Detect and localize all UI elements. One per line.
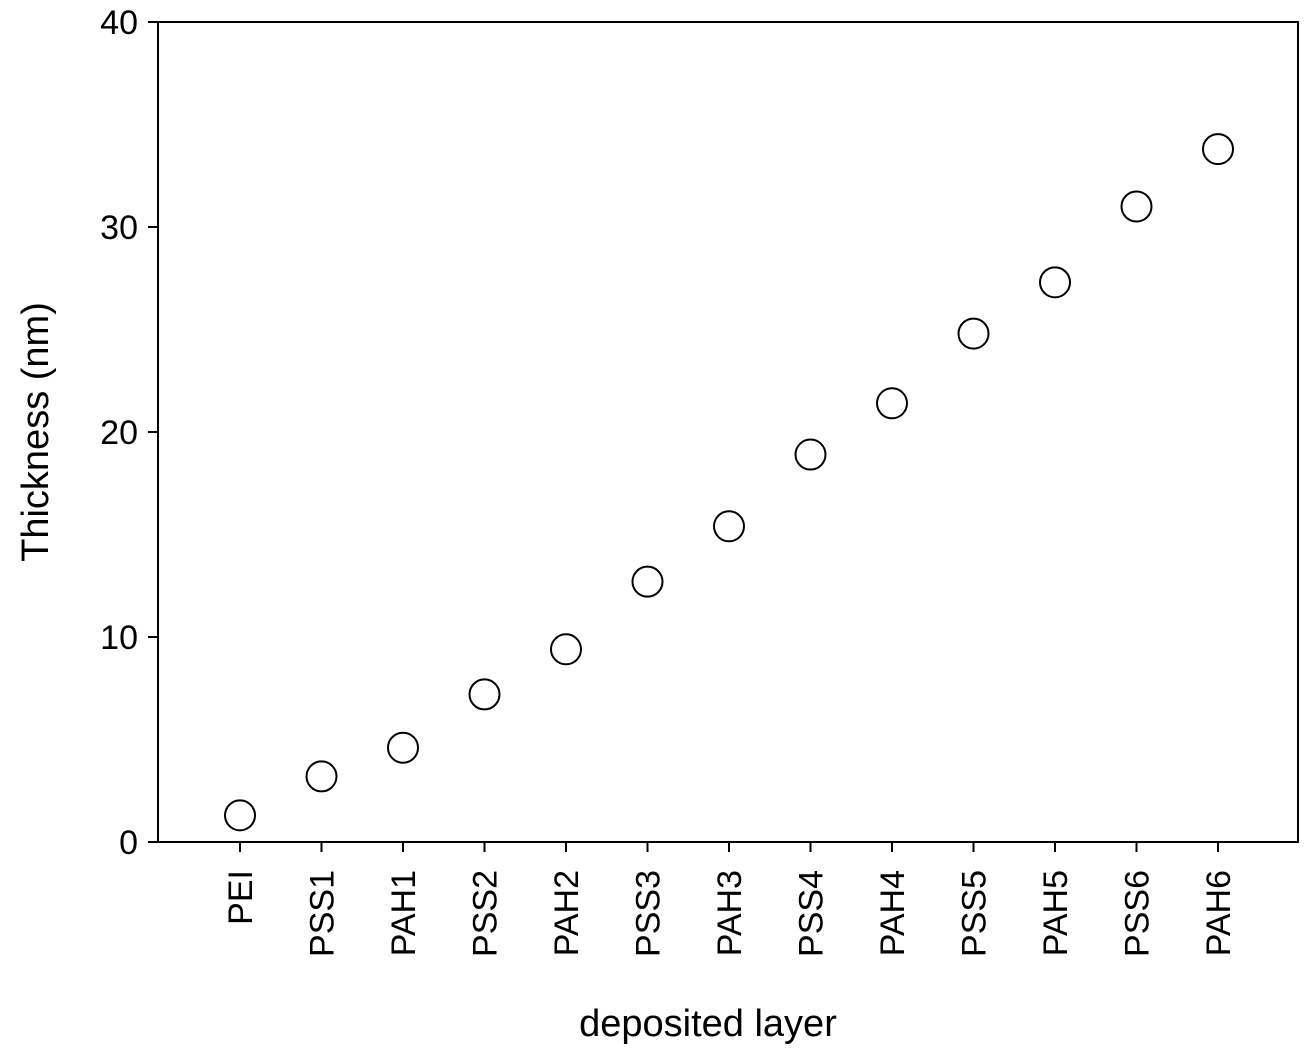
data-point-pah4 xyxy=(876,387,908,420)
x-tick-label: PSS2 xyxy=(467,870,505,957)
x-tick-label: PEI xyxy=(222,870,260,925)
x-tick-label: PAH4 xyxy=(874,870,912,956)
y-tick-label: 30 xyxy=(100,209,138,247)
x-tick-label: PSS3 xyxy=(630,870,668,957)
data-point-pah3 xyxy=(713,510,745,543)
data-point-pei xyxy=(224,799,256,832)
data-point-pss4 xyxy=(794,438,827,471)
y-axis: 0 10 20 30 40 xyxy=(100,4,158,862)
data-points xyxy=(224,133,1234,832)
data-point-pah1 xyxy=(387,731,419,764)
x-tick-label: PSS1 xyxy=(304,870,342,957)
x-axis: PEI PSS1 PAH1 PSS2 PAH2 PSS3 PAH3 PSS4 PAH4 PSS5 P… xyxy=(222,842,1238,957)
x-tick-label: PAH5 xyxy=(1037,870,1075,956)
data-point-pss1 xyxy=(305,760,338,793)
data-point-pss6 xyxy=(1120,190,1153,223)
x-tick-label: PSS4 xyxy=(793,870,831,957)
plot-frame xyxy=(157,21,1299,843)
x-tick-label: PAH2 xyxy=(548,870,586,956)
y-axis-title: Thickness (nm) xyxy=(15,302,57,562)
y-tick-label: 10 xyxy=(100,619,138,657)
data-point-pss3 xyxy=(631,565,664,598)
x-tick-label: PSS6 xyxy=(1119,870,1157,957)
x-tick-label: PAH1 xyxy=(385,870,423,956)
x-tick-label: PAH6 xyxy=(1200,870,1238,956)
plot-border xyxy=(157,21,1299,843)
x-tick-label: PSS5 xyxy=(956,870,994,957)
y-tick-label: 20 xyxy=(100,414,138,452)
x-tick-label: PAH3 xyxy=(711,870,749,956)
y-tick-label: 0 xyxy=(119,824,138,862)
data-point-pss2 xyxy=(468,678,501,711)
y-tick-label: 40 xyxy=(100,4,138,42)
data-point-pah2 xyxy=(550,633,582,666)
data-point-pah5 xyxy=(1039,266,1071,299)
data-point-pah6 xyxy=(1202,133,1234,166)
x-axis-title: deposited layer xyxy=(579,1003,837,1045)
data-point-pss5 xyxy=(957,317,990,350)
